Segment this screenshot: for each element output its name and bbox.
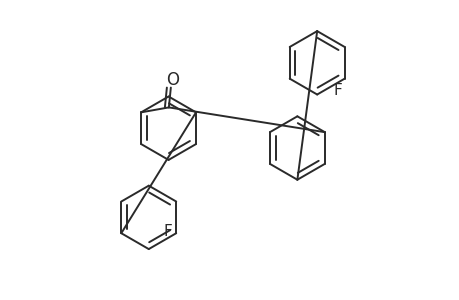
Text: F: F — [333, 82, 342, 98]
Text: F: F — [163, 224, 172, 239]
Text: O: O — [166, 71, 179, 89]
